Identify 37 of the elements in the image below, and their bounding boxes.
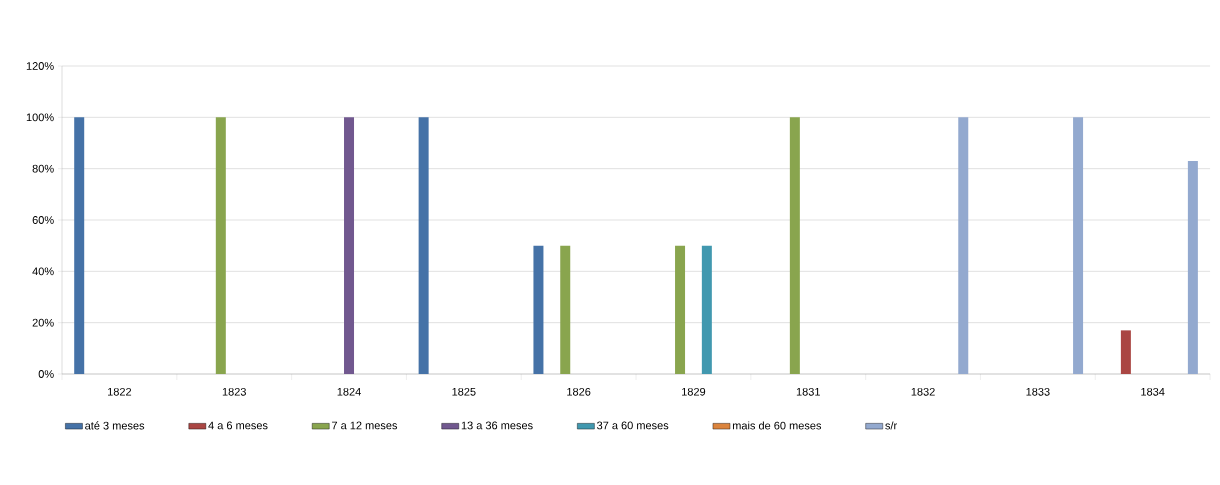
bar	[418, 117, 429, 374]
y-tick-label: 100%	[26, 113, 54, 122]
x-tick-label: 1825	[452, 387, 476, 396]
y-tick-label: 120%	[26, 62, 54, 70]
y-tick-label: 0%	[38, 370, 54, 378]
bar	[1120, 330, 1131, 374]
x-tick-label: 1826	[567, 387, 591, 396]
y-tick-label: 60%	[32, 216, 54, 224]
x-tick-label: 1822	[108, 387, 132, 396]
bar	[1073, 117, 1084, 374]
y-tick-label: 20%	[32, 318, 54, 327]
legend-label: 37 a 60 meses	[597, 421, 669, 430]
bar	[560, 245, 571, 374]
x-tick-label: 1832	[911, 387, 935, 396]
x-tick-label: 1823	[222, 387, 246, 396]
bar	[215, 117, 226, 374]
y-tick-label: 80%	[32, 164, 54, 173]
y-tick-label: 40%	[32, 267, 54, 276]
legend-label: 4 a 6 meses	[208, 421, 268, 430]
bar	[701, 245, 712, 374]
x-tick-label: 1824	[337, 387, 361, 396]
bar	[533, 245, 544, 374]
legend-label: 7 a 12 meses	[332, 421, 398, 430]
x-tick-label: 1831	[796, 387, 820, 396]
x-tick-label: 1833	[1026, 387, 1050, 396]
x-tick-label: 1834	[1141, 387, 1165, 396]
bar	[789, 117, 800, 374]
legend-label: 13 a 36 meses	[461, 421, 533, 430]
bar	[958, 117, 969, 374]
bar	[74, 117, 85, 374]
bar	[1187, 160, 1198, 374]
legend-label: até 3 meses	[85, 421, 145, 430]
x-tick-label: 1829	[682, 387, 706, 396]
bar	[675, 245, 686, 374]
legend-label: s/r	[885, 421, 897, 430]
legend-label: mais de 60 meses	[732, 421, 822, 430]
bar	[344, 117, 355, 374]
